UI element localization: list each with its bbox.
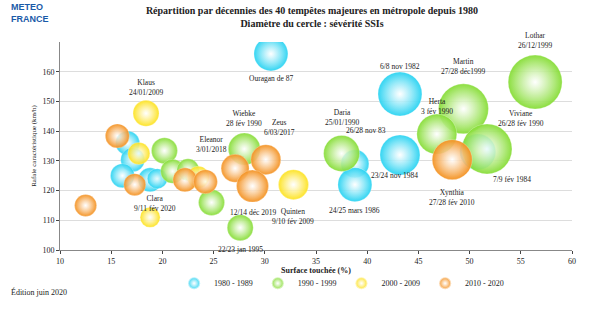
svg-text:6/8 nov 1982: 6/8 nov 1982 — [380, 62, 420, 71]
svg-text:Xynthia27/28 fév 2010: Xynthia27/28 fév 2010 — [429, 188, 475, 207]
svg-text:2000 - 2009: 2000 - 2009 — [381, 279, 420, 288]
svg-text:Martin27/28 déc1999: Martin27/28 déc1999 — [441, 57, 486, 76]
svg-text:Clara9/11 fév 2020: Clara9/11 fév 2020 — [134, 194, 176, 213]
svg-text:Quinten9/10 fév 2009: Quinten9/10 fév 2009 — [272, 207, 314, 226]
svg-text:12/14 déc 2019: 12/14 déc 2019 — [230, 208, 276, 217]
svg-text:25: 25 — [210, 257, 218, 266]
svg-text:2010 - 2020: 2010 - 2020 — [465, 279, 504, 288]
svg-text:Wiebke28 fév 1990: Wiebke28 fév 1990 — [226, 109, 262, 128]
svg-text:Lothar26/12/1999: Lothar26/12/1999 — [518, 31, 552, 50]
svg-text:35: 35 — [312, 257, 320, 266]
svg-text:150: 150 — [42, 97, 54, 106]
svg-text:110: 110 — [43, 216, 55, 225]
svg-text:7/9 fév 1984: 7/9 fév 1984 — [493, 175, 531, 184]
svg-text:50: 50 — [466, 257, 474, 266]
svg-text:160: 160 — [42, 68, 54, 77]
svg-text:Viviane26/28 fév 1990: Viviane26/28 fév 1990 — [498, 109, 544, 128]
svg-text:Eleanor3/01/2018: Eleanor3/01/2018 — [196, 135, 227, 154]
svg-text:Surface touchée (%): Surface touchée (%) — [281, 266, 351, 275]
svg-text:100: 100 — [42, 246, 54, 255]
svg-text:10: 10 — [56, 257, 64, 266]
svg-text:Rafale caractéristique (km/h): Rafale caractéristique (km/h) — [30, 105, 38, 187]
svg-text:30: 30 — [261, 257, 269, 266]
svg-text:24/25 mars 1986: 24/25 mars 1986 — [329, 206, 380, 215]
svg-text:15: 15 — [107, 257, 115, 266]
svg-text:20: 20 — [158, 257, 166, 266]
svg-text:METEOFRANCE: METEOFRANCE — [11, 2, 49, 24]
svg-text:140: 140 — [42, 127, 54, 136]
svg-text:40: 40 — [363, 257, 371, 266]
svg-text:55: 55 — [517, 257, 525, 266]
svg-text:Klaus24/01/2009: Klaus24/01/2009 — [129, 78, 163, 97]
svg-text:23/24 nov 1984: 23/24 nov 1984 — [371, 171, 418, 180]
svg-text:1980 - 1989: 1980 - 1989 — [214, 279, 253, 288]
svg-text:1990 - 1999: 1990 - 1999 — [298, 279, 337, 288]
svg-text:120: 120 — [42, 186, 54, 195]
svg-text:Daria25/01/1990: Daria25/01/1990 — [325, 108, 359, 127]
svg-text:Répartition par décennies des: Répartition par décennies des 40 tempête… — [146, 5, 478, 29]
svg-text:Herta3 fév 1990: Herta3 fév 1990 — [421, 97, 453, 116]
svg-text:22/23 jan 1995: 22/23 jan 1995 — [218, 245, 263, 254]
svg-text:26/28 nov 83: 26/28 nov 83 — [346, 126, 386, 135]
svg-text:60: 60 — [568, 257, 576, 266]
svg-text:Zeus6/03/2017: Zeus6/03/2017 — [264, 118, 295, 137]
svg-text:Édition juin 2020: Édition juin 2020 — [11, 287, 67, 297]
svg-text:45: 45 — [414, 257, 422, 266]
svg-text:Ouragan de 87: Ouragan de 87 — [249, 74, 293, 83]
svg-text:130: 130 — [42, 157, 54, 166]
